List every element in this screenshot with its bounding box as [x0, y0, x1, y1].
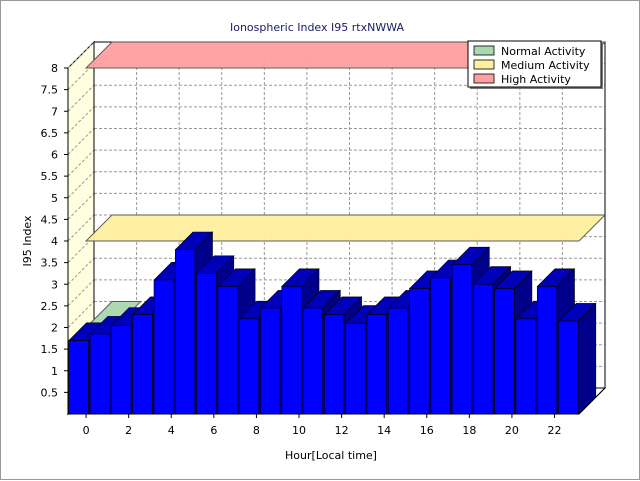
grid-line-wall	[67, 193, 95, 220]
y-tick-label: 2	[51, 322, 58, 335]
y-tick-label: 0.5	[41, 386, 59, 399]
y-tick-label: 1.5	[41, 343, 59, 356]
floor-edge	[578, 387, 606, 415]
activity-band	[84, 214, 607, 242]
bar-front	[217, 286, 238, 415]
bar-front	[387, 307, 409, 415]
bar-front	[345, 322, 366, 415]
x-tick-label: 14	[377, 424, 391, 437]
x-tick-label: 10	[292, 424, 306, 437]
bar-front	[175, 249, 196, 415]
x-tick-label: 0	[83, 424, 90, 437]
bar-front	[536, 286, 558, 415]
legend-entry: Medium Activity	[501, 59, 590, 72]
bar-front	[473, 283, 494, 415]
x-tick-label: 18	[462, 424, 476, 437]
y-tick-label: 7.5	[41, 84, 59, 97]
bar-front	[196, 273, 217, 415]
x-tick-label: 20	[505, 424, 519, 437]
bar-front	[132, 314, 153, 415]
grid-line-wall	[67, 171, 95, 199]
bar-front	[430, 277, 451, 415]
bar-front	[409, 288, 430, 415]
grid-line-wall	[67, 214, 95, 242]
grid-line-wall	[67, 279, 95, 307]
y-tick-label: 8	[51, 62, 58, 75]
bar-front	[89, 333, 111, 415]
x-tick-label: 6	[210, 424, 217, 437]
bar-front	[324, 314, 345, 415]
x-tick-label: 22	[548, 424, 562, 437]
x-tick-label: 2	[125, 424, 132, 437]
y-tick-label: 2.5	[41, 300, 59, 313]
legend-entry: High Activity	[501, 73, 571, 86]
grid-line-wall	[67, 301, 95, 328]
bar-front	[366, 314, 387, 415]
bar-front	[494, 288, 515, 415]
y-tick-label: 5	[51, 192, 58, 205]
y-tick-label: 4	[51, 235, 58, 248]
bar-front	[302, 307, 323, 415]
y-tick-label: 6	[51, 149, 58, 162]
bar-front	[238, 318, 260, 415]
grid-line-wall	[67, 84, 95, 112]
y-axis-label: I95 Index	[21, 215, 34, 267]
y-tick-label: 3	[51, 278, 58, 291]
x-tick-label: 8	[253, 424, 260, 437]
legend-swatch	[473, 45, 495, 56]
grid-line-wall	[67, 41, 95, 69]
y-tick-label: 1	[51, 365, 58, 378]
chart-title: Ionospheric Index I95 rtxNWWA	[230, 21, 404, 34]
bar-front	[68, 340, 89, 415]
bar	[557, 302, 597, 415]
x-tick-label: 16	[420, 424, 434, 437]
x-tick-label: 4	[168, 424, 175, 437]
y-tick-label: 3.5	[41, 257, 59, 270]
bar-front	[281, 286, 302, 415]
bar-front	[153, 279, 174, 415]
grid-line-wall	[67, 128, 95, 155]
legend-swatch	[473, 59, 495, 70]
plot-area: 0.5 1 1.5 2 2.5 3 3.5 4 4.5 5 5.5 6 6.5 7 7.5 8 0 2 4 6 8 10 1…	[41, 40, 607, 437]
bar-front	[260, 307, 281, 415]
grid-line-wall	[67, 149, 95, 177]
y-tick-label: 6.5	[41, 127, 59, 140]
bar-side	[577, 302, 597, 415]
y-tick-label: 4.5	[41, 213, 59, 226]
bar-front	[451, 264, 472, 415]
bar-front	[558, 320, 579, 415]
bar-front	[515, 318, 536, 415]
legend-entry: Normal Activity	[501, 45, 586, 58]
grid-line-wall	[67, 257, 95, 285]
y-tick-label: 7	[51, 105, 58, 118]
bar-front	[111, 325, 132, 415]
x-tick-label: 12	[335, 424, 349, 437]
x-axis-label: Hour[Local time]	[285, 449, 377, 462]
legend-swatch	[473, 73, 495, 84]
y-tick-label: 5.5	[41, 170, 59, 183]
grid-line-wall	[67, 106, 95, 134]
